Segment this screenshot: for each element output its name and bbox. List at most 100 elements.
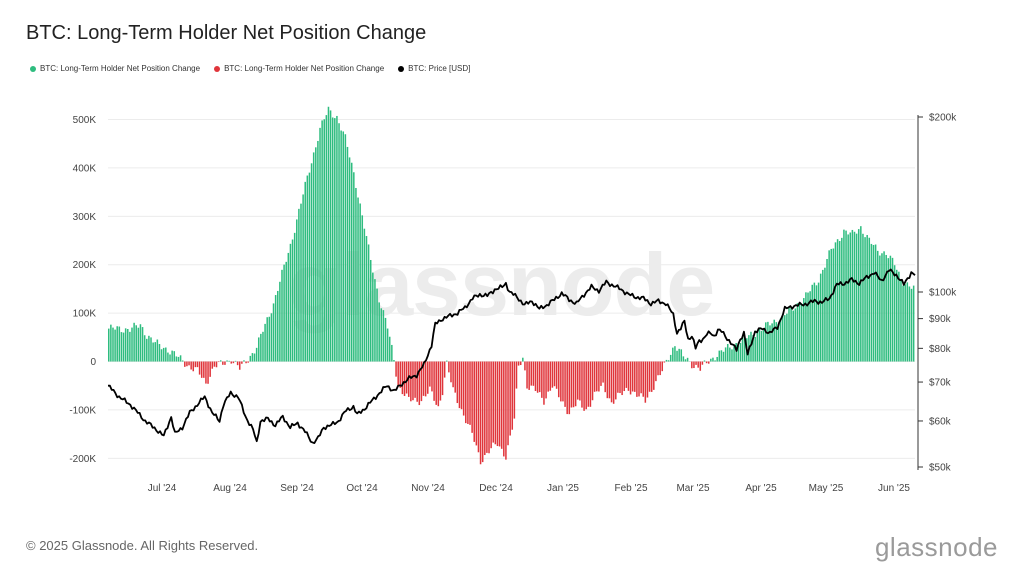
- y-left-tick-label: 400K: [73, 163, 97, 174]
- bar-positive: [228, 360, 230, 362]
- bar-negative: [541, 361, 543, 398]
- bar-negative: [587, 361, 590, 407]
- bar-positive: [667, 360, 670, 362]
- bar-positive: [304, 181, 306, 362]
- bar-negative: [443, 361, 446, 378]
- legend-label-negative: BTC: Long-Term Holder Net Position Chang…: [224, 64, 385, 73]
- bar-negative: [205, 361, 207, 384]
- x-tick-label: Mar '25: [676, 483, 709, 494]
- legend-item-ltw-positive[interactable]: BTC: Long-Term Holder Net Position Chang…: [30, 64, 200, 73]
- bar-positive: [826, 258, 828, 362]
- bar-negative: [477, 361, 480, 453]
- bar-negative: [697, 361, 699, 368]
- bar-negative: [640, 361, 642, 394]
- bar-negative: [574, 361, 577, 407]
- bar-positive: [315, 147, 317, 362]
- bar-positive: [120, 332, 123, 362]
- bar-negative: [412, 361, 414, 401]
- bar-negative: [693, 361, 695, 369]
- x-tick-label: Aug '24: [213, 483, 247, 494]
- bar-negative: [486, 361, 488, 453]
- y-left-tick-label: 100K: [73, 309, 97, 320]
- bar-positive: [843, 229, 845, 362]
- bar-positive: [684, 359, 687, 362]
- bar-negative: [437, 361, 440, 407]
- bar-negative: [619, 361, 621, 394]
- bar-positive: [331, 117, 334, 362]
- bar-positive: [775, 322, 778, 362]
- bar-negative: [553, 361, 556, 387]
- bar-positive: [855, 233, 858, 362]
- bar-negative: [589, 361, 592, 407]
- bar-positive: [906, 282, 909, 362]
- bar-negative: [481, 361, 484, 463]
- bar-negative: [705, 361, 708, 364]
- bar-negative: [629, 361, 632, 395]
- bar-negative: [560, 361, 562, 402]
- bar-positive: [669, 354, 672, 362]
- bar-positive: [733, 344, 735, 362]
- bar-positive: [726, 344, 729, 362]
- y-left-tick-label: -100K: [69, 405, 96, 416]
- bar-negative: [519, 361, 522, 366]
- bar-negative: [401, 361, 404, 395]
- y-right-tick-label: $90k: [929, 314, 952, 325]
- legend-item-price[interactable]: BTC: Price [USD]: [398, 64, 470, 73]
- bar-positive: [722, 351, 725, 362]
- bar-negative: [224, 361, 226, 365]
- bar-positive: [881, 253, 883, 362]
- bar-positive: [750, 331, 752, 362]
- bar-positive: [737, 345, 740, 362]
- y-left-tick-label: 200K: [73, 260, 97, 271]
- bar-negative: [203, 361, 205, 378]
- bar-positive: [257, 337, 260, 362]
- bar-positive: [743, 335, 746, 362]
- bar-positive: [762, 328, 765, 362]
- bar-positive: [674, 346, 676, 362]
- bar-positive: [682, 356, 685, 362]
- bar-positive: [756, 332, 759, 362]
- bar-positive: [824, 267, 826, 362]
- bar-positive: [357, 197, 359, 362]
- legend-item-ltw-negative[interactable]: BTC: Long-Term Holder Net Position Chang…: [214, 64, 384, 73]
- bar-positive: [283, 264, 285, 362]
- bar-positive: [790, 306, 792, 362]
- bar-positive: [803, 298, 805, 362]
- bar-positive: [310, 163, 313, 362]
- bar-positive: [794, 308, 797, 362]
- bar-negative: [247, 361, 249, 363]
- bar-positive: [885, 254, 887, 362]
- bar-negative: [484, 361, 486, 456]
- bar-positive: [866, 235, 868, 362]
- bar-positive: [805, 292, 807, 362]
- bar-negative: [530, 361, 533, 386]
- bar-negative: [194, 361, 197, 368]
- bar-positive: [268, 316, 271, 362]
- bar-positive: [680, 349, 683, 362]
- bar-negative: [606, 361, 609, 399]
- bar-negative: [699, 361, 702, 371]
- bar-positive: [676, 350, 678, 362]
- bar-positive: [769, 325, 771, 362]
- bar-positive: [819, 273, 822, 362]
- x-tick-label: Feb '25: [614, 483, 647, 494]
- bar-positive: [262, 331, 264, 362]
- bar-negative: [414, 361, 416, 398]
- bar-negative: [536, 361, 539, 393]
- bar-negative: [583, 361, 585, 411]
- bar-positive: [306, 175, 309, 362]
- bar-positive: [175, 356, 178, 362]
- bar-negative: [557, 361, 560, 398]
- bar-positive: [729, 347, 731, 362]
- bar-positive: [293, 232, 296, 362]
- bar-negative: [503, 361, 505, 457]
- bar-negative: [653, 361, 655, 390]
- bar-negative: [638, 361, 640, 397]
- bar-negative: [500, 361, 503, 449]
- bar-positive: [369, 259, 372, 362]
- bar-negative: [663, 361, 666, 363]
- bar-positive: [815, 285, 818, 362]
- bar-positive: [251, 353, 254, 362]
- bar-negative: [646, 361, 649, 398]
- bar-positive: [876, 250, 879, 362]
